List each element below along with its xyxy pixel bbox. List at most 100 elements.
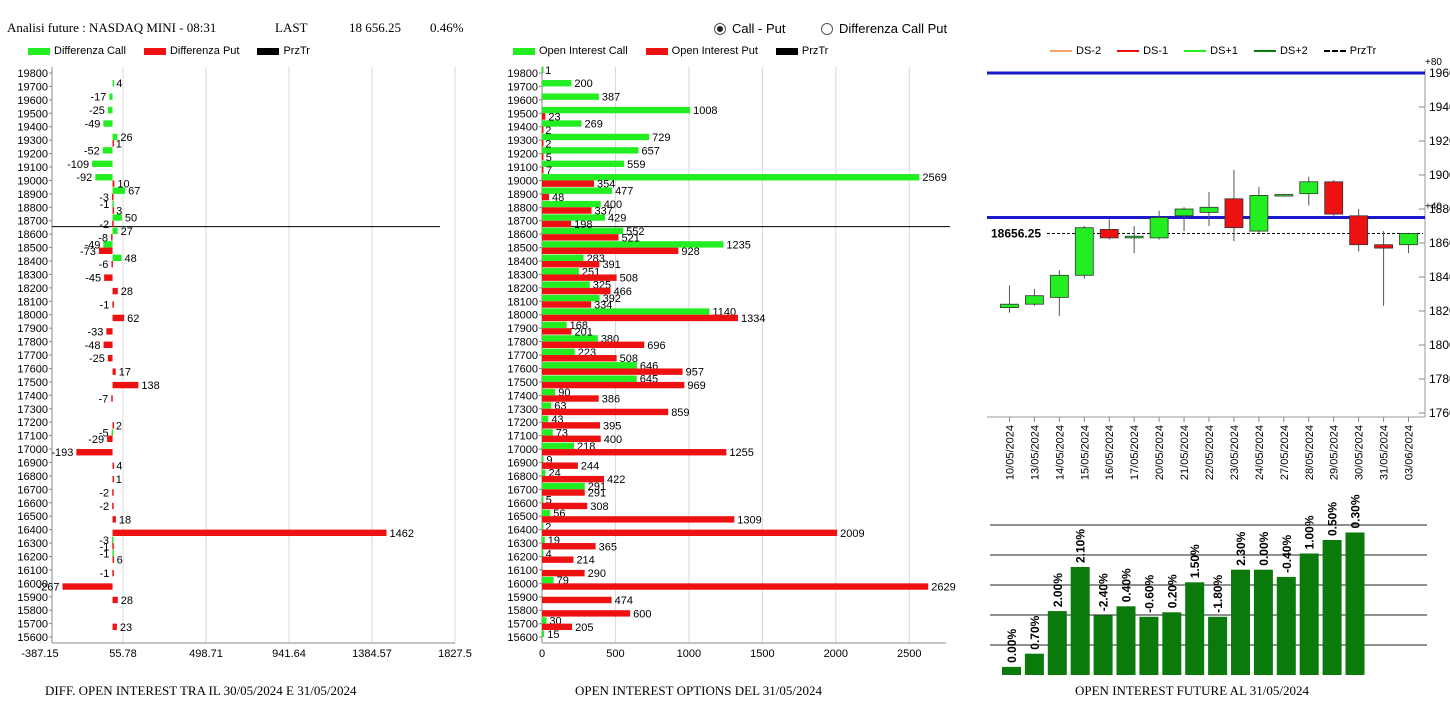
call-value-label: -52	[84, 145, 100, 157]
call-value-label: 552	[626, 226, 644, 238]
future-oi-bar	[1070, 567, 1090, 675]
y-tick-label: 19200	[1429, 134, 1450, 148]
call-bar	[542, 456, 544, 463]
put-bar	[112, 529, 387, 537]
strike-label: 17500	[507, 377, 538, 389]
future-oi-label: 2.30%	[1234, 531, 1248, 565]
put-bar	[112, 516, 116, 523]
strike-label: 16200	[507, 551, 538, 563]
put-bar	[542, 408, 669, 416]
put-bar	[98, 247, 113, 254]
call-bar	[542, 388, 556, 396]
y-tick-label: 17800	[1429, 372, 1450, 386]
radio-unselected-icon[interactable]	[821, 22, 833, 35]
strike-label: 16300	[17, 538, 48, 550]
put-bar	[542, 167, 544, 174]
put-bar	[112, 180, 115, 187]
last-value: 18 656.25	[349, 20, 401, 35]
call-value-label: 291	[588, 481, 606, 493]
legend-line-ds-1	[1117, 50, 1140, 52]
strike-label: 17000	[17, 444, 48, 456]
strike-label: 15600	[507, 632, 538, 644]
put-value-label: 6	[117, 555, 123, 567]
put-bar	[542, 207, 592, 214]
call-bar	[112, 200, 114, 208]
strike-label: 17800	[507, 337, 538, 349]
put-value-label: -33	[87, 326, 103, 338]
strike-label: 16400	[507, 525, 538, 537]
candle-up	[1074, 227, 1094, 276]
put-value-label: -2	[99, 501, 109, 513]
legend-label: DS+2	[1279, 45, 1308, 57]
strike-label: 15700	[17, 619, 48, 631]
put-value-label: 508	[620, 353, 638, 365]
x-tick-label: 941.64	[272, 648, 306, 660]
legend-item: Open Interest Put	[645, 45, 758, 57]
put-bar	[542, 314, 738, 322]
call-bar	[112, 550, 114, 557]
legend-candles: DS-2 DS-1 DS+1 DS+2 PrzTr	[1050, 45, 1376, 57]
call-bar	[542, 429, 553, 436]
legend-swatch-red	[143, 47, 166, 55]
put-bar	[542, 220, 572, 228]
footer-diff: DIFF. OPEN INTEREST TRA IL 30/05/2024 E …	[45, 683, 357, 698]
put-value-label: 600	[633, 608, 651, 620]
future-oi-bar	[1093, 615, 1113, 675]
strike-label: 18600	[17, 229, 48, 241]
put-bar	[112, 368, 116, 375]
strike-label: 17800	[17, 337, 48, 349]
put-bar	[542, 569, 585, 577]
put-value-label: 205	[575, 622, 593, 634]
call-bar	[542, 536, 545, 544]
strike-label: 18300	[17, 269, 48, 281]
footer-oi: OPEN INTEREST OPTIONS DEL 31/05/2024	[575, 683, 822, 698]
call-value-label: -1	[100, 548, 110, 560]
put-value-label: 4	[116, 461, 122, 473]
legend-label: DS-2	[1076, 45, 1102, 57]
put-value-label: 138	[141, 380, 159, 392]
date-label: 28/05/2024	[1304, 425, 1316, 480]
put-value-label: -2	[99, 219, 109, 231]
strike-label: 17100	[17, 431, 48, 443]
put-bar	[112, 381, 139, 389]
future-oi-label: 2.00%	[1051, 573, 1065, 607]
radio-selected-icon[interactable]	[714, 22, 726, 35]
strike-label: 19400	[507, 122, 538, 134]
call-bar	[542, 375, 637, 382]
put-value-label: -6	[99, 259, 109, 271]
call-value-label: -17	[90, 92, 106, 104]
put-value-label: 391	[602, 259, 620, 271]
legend-item: PrzTr	[775, 45, 828, 57]
candle-down	[1224, 198, 1244, 229]
call-bar	[542, 227, 624, 235]
put-value-label: 1462	[390, 528, 414, 540]
last-price-label: 18656.25	[991, 226, 1041, 240]
strike-label: 18100	[17, 296, 48, 308]
call-value-label: 429	[608, 213, 626, 225]
level-label: +80	[1425, 57, 1442, 68]
strike-label: 18300	[507, 269, 538, 281]
page-title: Analisi future : NASDAQ MINI - 08:31	[7, 20, 217, 35]
put-bar	[542, 355, 617, 362]
date-label: 31/05/2024	[1379, 425, 1391, 480]
call-value-label: -49	[84, 119, 100, 131]
radio-call-put[interactable]: Call - Put	[714, 21, 785, 36]
future-oi-label: 1.50%	[1188, 544, 1202, 578]
legend-item: DS-2	[1050, 45, 1101, 57]
radio-diff-call-put[interactable]: Differenza Call Put	[821, 21, 947, 36]
legend-item: Open Interest Call	[513, 45, 628, 57]
future-oi-bar	[1299, 553, 1319, 675]
open-interest-options-chart: 0 500 1000 1500 2000 250019800197001960019500…	[507, 65, 955, 660]
radio-call-put-label: Call - Put	[732, 21, 786, 36]
call-bar	[111, 429, 114, 436]
call-bar	[542, 321, 567, 329]
call-bar	[542, 308, 710, 315]
call-bar	[542, 402, 552, 409]
strike-label: 17300	[17, 404, 48, 416]
future-oi-bar	[1047, 611, 1067, 675]
call-bar	[112, 133, 118, 141]
x-tick-label: -387.15	[21, 648, 58, 660]
call-bar	[542, 133, 650, 141]
legend-line-ds+1	[1184, 50, 1207, 52]
strike-label: 18800	[17, 202, 48, 214]
